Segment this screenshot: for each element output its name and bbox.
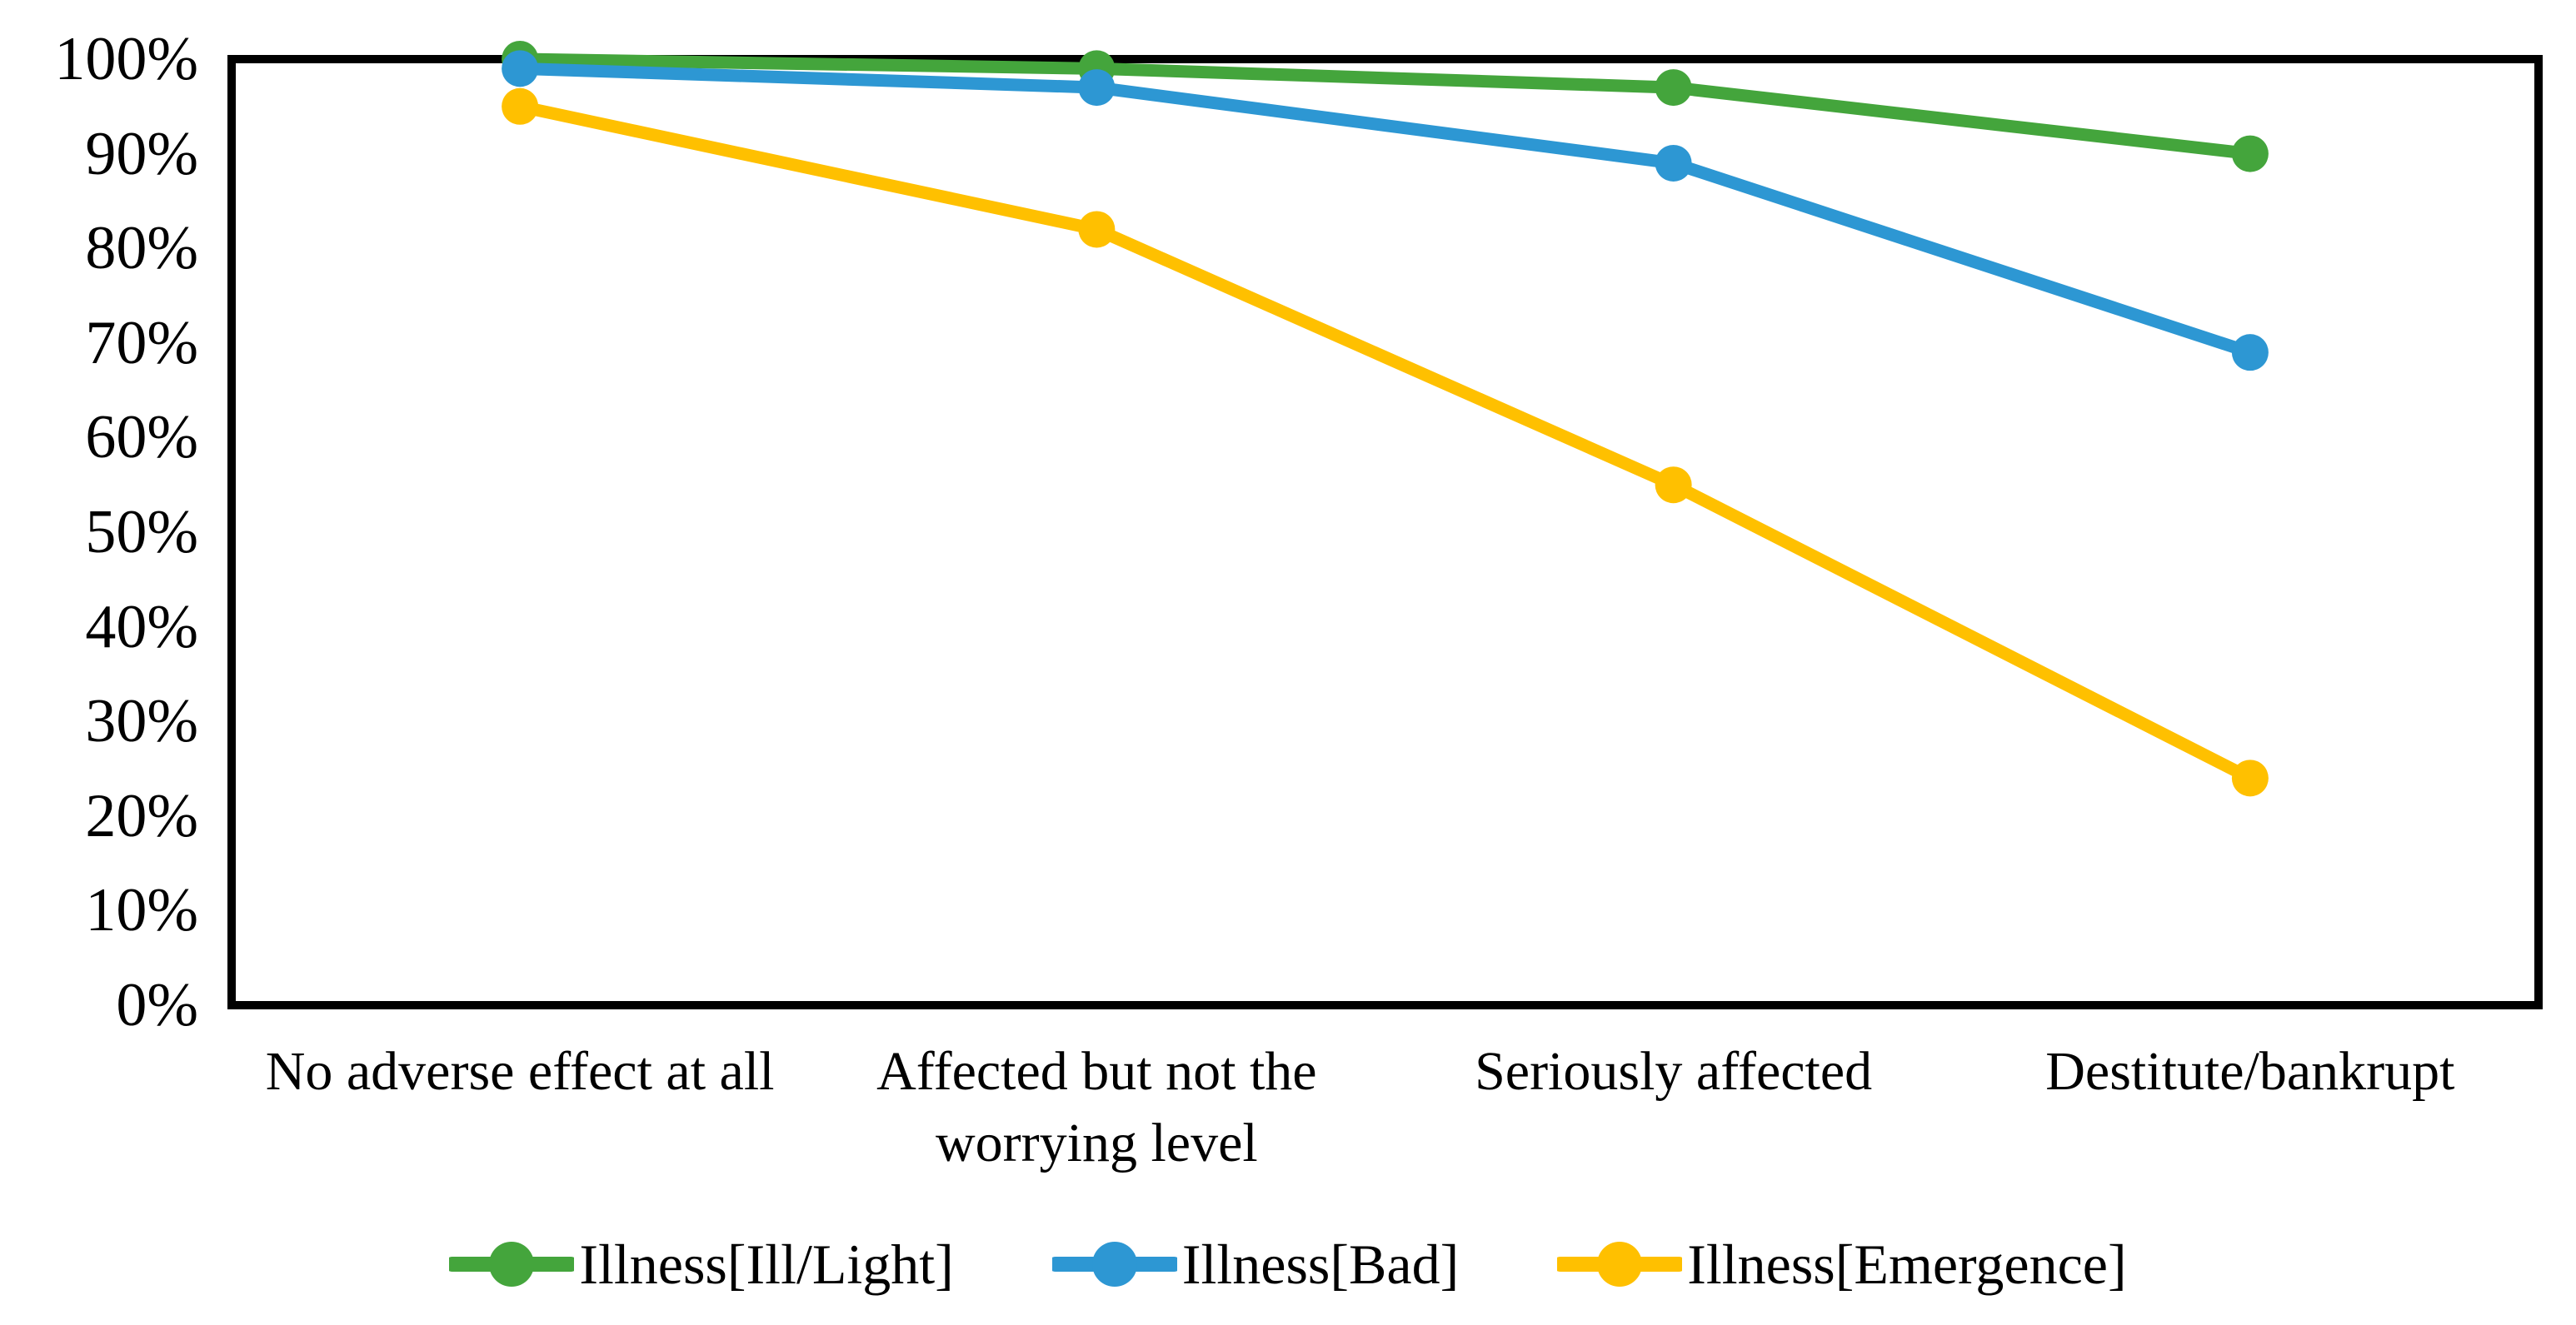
data-point-marker [2231,135,2269,172]
x-category-label: Seriously affected [1475,1041,1873,1102]
legend-label: Illness[Ill/Light] [579,1233,954,1296]
legend-item: Illness[Ill/Light] [449,1231,954,1298]
series-line [513,100,2257,785]
data-point-marker [2231,760,2269,797]
y-tick-label: 30% [85,687,198,756]
series-line [513,52,2257,161]
x-category-label: Destitute/bankrupt [2045,1041,2455,1102]
series-line [513,62,2257,359]
y-tick-label: 100% [54,25,198,93]
data-point-marker [502,50,539,87]
data-point-marker [502,87,539,125]
legend-line-marker-icon [449,1242,575,1287]
y-tick-label: 80% [85,214,198,283]
legend-item: Illness[Emergence] [1557,1231,2127,1298]
data-point-marker [1078,69,1116,107]
y-tick-label: 20% [85,781,198,850]
plot-border [227,55,2543,1009]
data-point-marker [1655,69,1692,107]
y-tick-label: 0% [116,971,198,1039]
y-tick-label: 90% [85,119,198,188]
y-tick-label: 70% [85,308,198,377]
y-tick-label: 10% [85,876,198,945]
legend: Illness[Ill/Light] Illness[Bad] Illness[Em… [0,1231,2576,1298]
legend-line-marker-icon [1051,1242,1177,1287]
x-category-label: No adverse effect at all [265,1041,775,1102]
legend-label: Illness[Emergence] [1687,1233,2127,1296]
legend-label: Illness[Bad] [1181,1233,1460,1296]
y-tick-label: 60% [85,403,198,472]
data-point-marker [1655,144,1692,182]
data-point-marker [1078,211,1116,248]
y-tick-label: 40% [85,592,198,661]
data-point-marker [2231,334,2269,371]
legend-item: Illness[Bad] [1051,1231,1460,1298]
legend-line-marker-icon [1557,1242,1683,1287]
data-point-marker [1655,466,1692,504]
x-category-label: Affected but not the worrying level [876,1041,1317,1173]
y-tick-label: 50% [85,498,198,566]
